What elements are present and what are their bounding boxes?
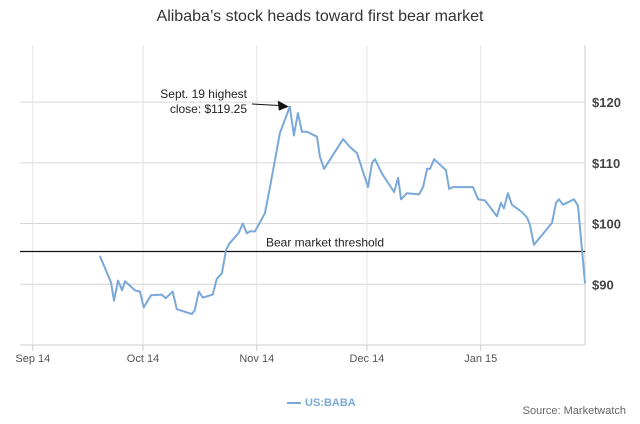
data-point bbox=[264, 212, 266, 215]
data-point bbox=[533, 243, 535, 246]
x-tick-label: Sep 14 bbox=[15, 353, 50, 365]
data-point bbox=[555, 202, 557, 204]
data-point bbox=[246, 232, 248, 235]
data-point bbox=[221, 272, 223, 275]
x-tick-label: Jan 15 bbox=[464, 353, 497, 365]
data-point bbox=[584, 282, 586, 284]
data-point bbox=[484, 199, 486, 202]
data-point bbox=[215, 278, 218, 280]
annotation-line1: Sept. 19 highest bbox=[160, 87, 247, 101]
data-point bbox=[577, 205, 579, 207]
data-point bbox=[367, 186, 369, 188]
data-point bbox=[289, 105, 291, 108]
data-point bbox=[342, 138, 344, 140]
data-point bbox=[225, 249, 227, 252]
y-tick-label: $120 bbox=[592, 95, 621, 110]
data-point bbox=[121, 289, 123, 292]
data-point bbox=[293, 134, 295, 137]
data-point bbox=[356, 152, 358, 154]
data-point bbox=[117, 279, 119, 282]
x-tick-label: Nov 14 bbox=[239, 353, 274, 365]
data-point bbox=[316, 135, 318, 138]
data-point bbox=[306, 131, 308, 133]
annotation-arrow-line bbox=[251, 103, 282, 107]
data-point bbox=[110, 281, 112, 284]
chart-title: Alibaba’s stock heads toward first bear … bbox=[156, 8, 484, 25]
x-tick-label: Oct 14 bbox=[127, 353, 159, 365]
data-point bbox=[142, 306, 145, 309]
data-point bbox=[472, 186, 474, 188]
data-point bbox=[452, 186, 454, 188]
data-point bbox=[562, 203, 564, 206]
data-point bbox=[238, 231, 240, 234]
legend-item[interactable]: US:BABA bbox=[287, 397, 356, 409]
data-point bbox=[503, 207, 505, 210]
data-point bbox=[193, 309, 196, 312]
data-point bbox=[349, 146, 351, 148]
data-point bbox=[418, 193, 420, 196]
data-point bbox=[521, 211, 523, 213]
source-credit: Source: Marketwatch bbox=[522, 405, 626, 417]
data-point bbox=[511, 203, 513, 206]
data-point bbox=[134, 289, 136, 292]
legend-label: US:BABA bbox=[305, 397, 356, 409]
data-point bbox=[393, 191, 395, 193]
data-point bbox=[526, 216, 528, 219]
data-point bbox=[99, 255, 101, 258]
data-point bbox=[426, 168, 428, 170]
x-tick-label: Dec 14 bbox=[350, 353, 385, 365]
data-point bbox=[558, 198, 560, 201]
data-point bbox=[211, 293, 214, 296]
data-point bbox=[249, 230, 251, 233]
data-point bbox=[319, 155, 321, 158]
data-point bbox=[297, 112, 299, 114]
data-point bbox=[422, 186, 424, 188]
y-tick-label: $100 bbox=[592, 217, 621, 232]
data-point bbox=[371, 162, 373, 164]
data-point bbox=[124, 280, 126, 283]
data-point bbox=[301, 131, 303, 133]
data-point bbox=[323, 168, 325, 170]
data-point bbox=[269, 186, 271, 188]
data-point bbox=[381, 172, 383, 175]
data-point bbox=[160, 293, 163, 296]
data-point bbox=[397, 177, 399, 179]
data-point bbox=[191, 313, 193, 315]
data-point bbox=[164, 297, 167, 300]
y-tick-label: $110 bbox=[592, 156, 620, 171]
data-point bbox=[496, 215, 498, 218]
data-point bbox=[400, 198, 402, 201]
data-point bbox=[551, 222, 553, 224]
series-line bbox=[99, 105, 586, 315]
data-point bbox=[429, 168, 431, 170]
data-point bbox=[507, 192, 509, 194]
legend-swatch bbox=[287, 402, 301, 404]
data-point bbox=[175, 308, 178, 310]
data-point bbox=[254, 230, 256, 233]
data-point bbox=[197, 290, 200, 293]
data-point bbox=[445, 169, 447, 171]
data-point bbox=[477, 198, 479, 201]
data-point bbox=[500, 202, 502, 204]
data-point bbox=[433, 158, 435, 160]
data-point bbox=[150, 294, 152, 297]
data-point bbox=[202, 296, 204, 299]
data-point bbox=[573, 198, 575, 201]
data-point bbox=[406, 192, 408, 194]
data-point bbox=[139, 290, 141, 293]
data-point bbox=[242, 222, 244, 225]
data-point bbox=[279, 132, 281, 134]
data-point bbox=[374, 158, 376, 160]
data-point bbox=[113, 299, 115, 302]
data-point bbox=[171, 290, 174, 293]
data-point bbox=[448, 188, 450, 190]
threshold-label: Bear market threshold bbox=[266, 235, 384, 249]
annotation-line2: close: $119.25 bbox=[170, 102, 247, 116]
data-point bbox=[529, 223, 531, 226]
y-tick-label: $90 bbox=[592, 277, 614, 292]
data-point bbox=[228, 243, 230, 245]
annotation-arrowhead-icon bbox=[277, 100, 289, 111]
